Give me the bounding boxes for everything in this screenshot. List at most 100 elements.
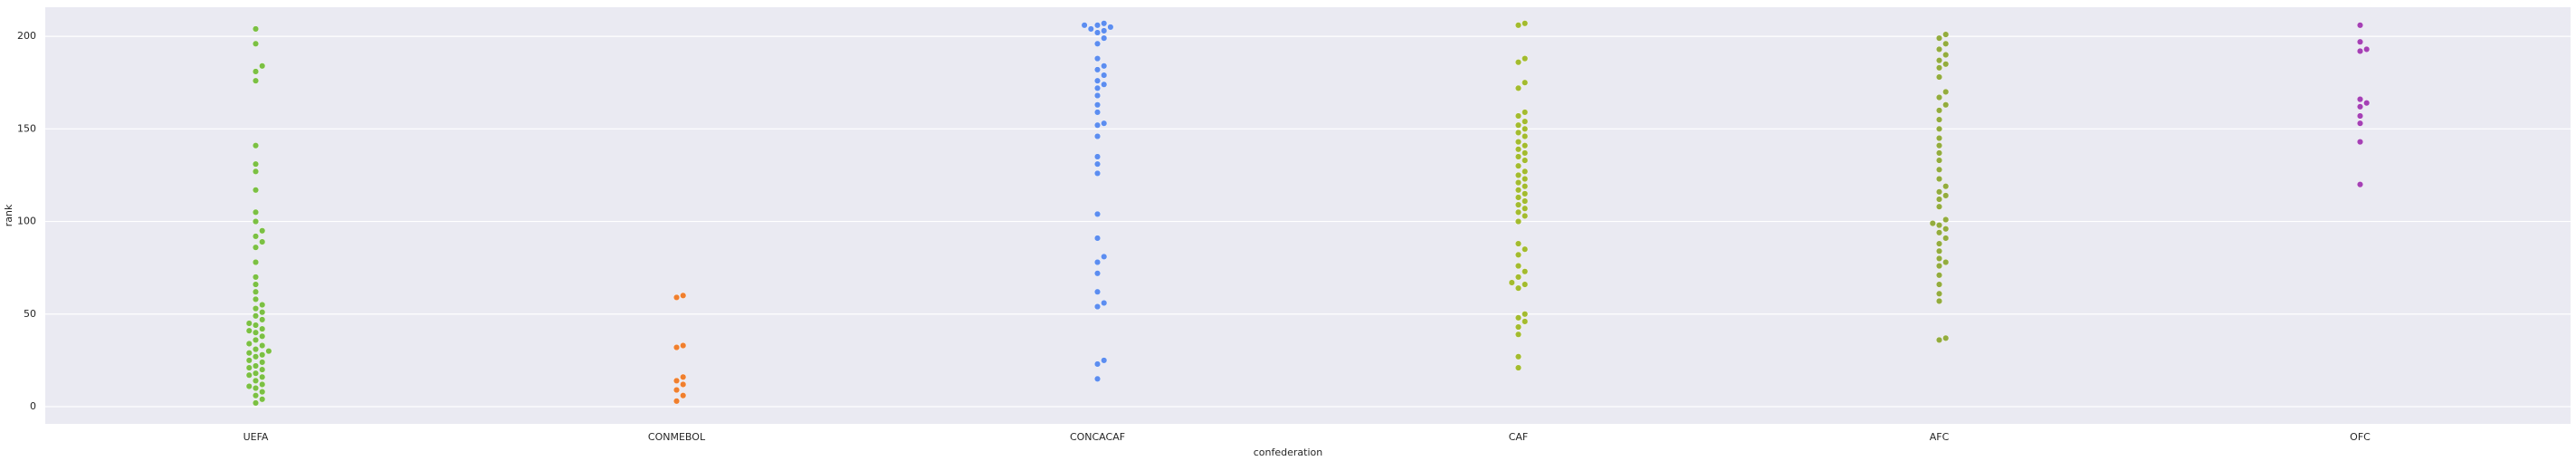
swarm-point: [1093, 360, 1101, 368]
swarm-point: [1093, 303, 1101, 311]
swarm-point: [1093, 84, 1101, 91]
swarm-point: [1514, 353, 1522, 360]
swarm-point: [2356, 38, 2363, 45]
swarm-point: [1935, 64, 1942, 72]
x-tick-label: CAF: [1509, 431, 1529, 443]
swarm-point: [1093, 235, 1101, 242]
swarm-point: [2356, 112, 2363, 120]
swarm-point: [245, 371, 253, 379]
swarm-point: [1942, 183, 1950, 190]
swarm-point: [1101, 27, 1108, 34]
swarm-point: [1935, 336, 1942, 343]
y-tick-label: 0: [30, 400, 36, 412]
swarm-point: [1093, 109, 1101, 116]
swarm-point: [259, 351, 266, 359]
swarm-point: [1514, 314, 1522, 322]
swarm-point: [1935, 297, 1942, 304]
swarm-point: [1522, 212, 1529, 219]
swarm-point: [259, 316, 266, 323]
swarm-point: [259, 309, 266, 316]
swarm-point: [1508, 279, 1515, 286]
swarm-point: [1093, 270, 1101, 277]
x-tick-label: AFC: [1930, 431, 1950, 443]
swarm-point: [253, 392, 260, 399]
swarm-point: [253, 288, 260, 295]
swarm-point: [259, 62, 266, 70]
swarm-point: [680, 342, 687, 350]
swarm-point: [1514, 284, 1522, 292]
swarm-point: [1522, 142, 1529, 149]
swarm-point: [1935, 203, 1942, 210]
swarm-point: [1935, 94, 1942, 101]
swarm-point: [259, 396, 266, 403]
swarm-point: [2356, 96, 2363, 103]
swarm-point: [1093, 40, 1101, 47]
swarm-point: [245, 382, 253, 389]
swarm-point: [253, 329, 260, 336]
swarm-point: [673, 398, 681, 405]
swarm-point: [1942, 235, 1950, 242]
swarm-point: [253, 208, 260, 216]
y-tick-label: 50: [24, 308, 36, 320]
swarm-point: [1093, 92, 1101, 100]
swarm-point: [253, 40, 260, 47]
y-tick-label: 150: [17, 122, 36, 134]
swarm-point: [259, 342, 266, 350]
swarm-point: [1093, 66, 1101, 73]
swarm-point: [259, 359, 266, 366]
swarm-point: [1101, 72, 1108, 79]
swarm-point: [1514, 208, 1522, 216]
swarm-point: [1514, 146, 1522, 153]
swarm-point: [1093, 288, 1101, 295]
swarm-point: [1522, 268, 1529, 275]
swarm-point: [1087, 25, 1094, 33]
swarm-point: [1514, 179, 1522, 187]
swarm-point: [1935, 125, 1942, 132]
swarm-point: [1935, 57, 1942, 64]
swarm-point: [1093, 160, 1101, 168]
swarm-point: [673, 293, 681, 301]
swarm-point: [2356, 139, 2363, 146]
swarm-point: [2363, 45, 2371, 53]
swarm-point: [1522, 132, 1529, 139]
swarm-point: [1093, 77, 1101, 84]
swarm-point: [680, 292, 687, 299]
swarm-point: [253, 68, 260, 75]
swarm-point: [245, 320, 253, 327]
swarm-point: [245, 364, 253, 371]
x-tick-label: CONMEBOL: [648, 431, 706, 443]
swarm-point: [253, 281, 260, 288]
swarm-point: [1514, 112, 1522, 120]
swarm-point: [1935, 176, 1942, 183]
swarm-point: [680, 380, 687, 388]
y-axis-label: rank: [3, 204, 14, 226]
swarm-point: [2363, 100, 2371, 107]
swarm-point: [245, 340, 253, 347]
swarm-point: [253, 77, 260, 84]
swarm-point: [253, 244, 260, 251]
swarm-point: [673, 377, 681, 384]
swarm-point: [1935, 188, 1942, 196]
swarm-point: [253, 353, 260, 360]
swarm-point: [1093, 153, 1101, 160]
swarm-point: [1522, 311, 1529, 318]
swarm-point: [1514, 251, 1522, 258]
x-axis-label: confederation: [1254, 447, 1323, 458]
swarm-point: [1942, 88, 1950, 95]
swarm-point: [253, 399, 260, 407]
swarm-point: [253, 370, 260, 377]
swarm-point: [1514, 84, 1522, 91]
swarm-point: [1101, 34, 1108, 42]
swarm-point: [2356, 47, 2363, 54]
swarm-point: [253, 160, 260, 168]
swarm-point: [253, 336, 260, 343]
swarm-point: [1929, 220, 1936, 227]
swarm-point: [673, 387, 681, 394]
swarm-point: [2356, 120, 2363, 127]
swarm-point: [1514, 121, 1522, 129]
swarm-point: [253, 259, 260, 266]
swarm-point: [680, 373, 687, 380]
swarm-point: [1101, 20, 1108, 27]
swarm-point: [1101, 62, 1108, 70]
swarm-point: [1935, 142, 1942, 149]
